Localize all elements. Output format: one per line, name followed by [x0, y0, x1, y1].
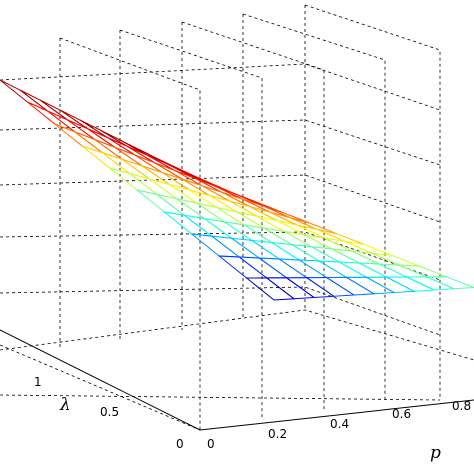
mesh-cell: [201, 185, 250, 207]
mesh-cell: [224, 221, 273, 243]
x-tick-2: 0.4: [330, 417, 349, 431]
x-tick-0: 0: [207, 437, 215, 451]
mesh-cell: [196, 202, 245, 226]
axis-box: [0, 329, 474, 431]
grid-lines: [0, 4, 474, 431]
mesh-cell: [39, 99, 88, 130]
mesh-cell: [121, 158, 170, 185]
mesh-cell: [236, 211, 285, 232]
x-tick-labels: 0 0.2 0.4 0.6 0.8: [207, 399, 471, 451]
mesh-cell: [221, 191, 270, 213]
mesh-cell: [316, 228, 365, 245]
mesh-cell: [190, 233, 241, 258]
y-tick-1: 0.5: [100, 405, 119, 419]
x-tick-3: 0.6: [392, 407, 411, 421]
mesh-cell: [107, 137, 156, 164]
x-tick-1: 0.2: [268, 427, 287, 441]
mesh-cell: [136, 189, 185, 216]
y-tick-0: 0: [176, 437, 184, 451]
mesh-cell: [149, 178, 198, 204]
mesh-cell: [245, 277, 296, 301]
mesh-cell: [204, 218, 253, 241]
mesh-cell: [127, 145, 176, 171]
y-axis-label: λ: [59, 395, 71, 415]
surface-mesh: [0, 79, 474, 301]
x-axis-label: p: [430, 443, 441, 463]
y-tick-2: 1: [34, 375, 42, 389]
mesh-cell: [27, 101, 76, 133]
x-tick-4: 0.8: [452, 399, 471, 413]
y-tick-labels: 0 0.5 1: [34, 375, 184, 451]
mesh-cell: [0, 79, 48, 112]
